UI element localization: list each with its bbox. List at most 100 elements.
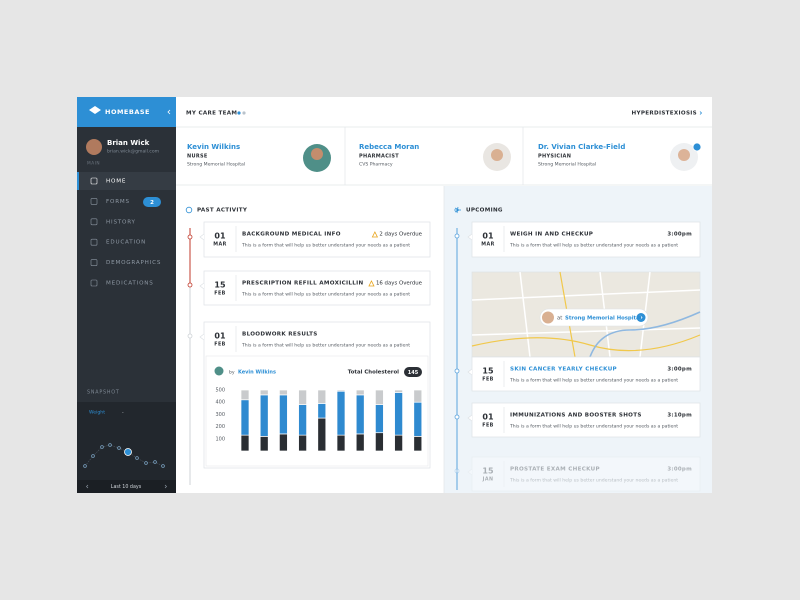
bar-segment: [336, 390, 346, 436]
metric-value: 145: [408, 370, 419, 376]
bar-segment: [375, 404, 384, 434]
condition[interactable]: HYPERDISTEXIOSIS: [632, 111, 697, 117]
card: [471, 221, 701, 258]
member-name[interactable]: Kevin Wilkins: [187, 143, 240, 151]
condition-chevron[interactable]: [699, 111, 703, 115]
snapshot-pager[interactable]: [86, 484, 167, 489]
card-time: 3:00pm: [667, 367, 692, 373]
bar-segment: [298, 404, 307, 436]
y-tick-label: 300: [215, 412, 225, 418]
brand: HOMEBASE: [105, 108, 150, 116]
bar-segment: [298, 389, 307, 405]
card: [471, 402, 701, 438]
nav-item[interactable]: MEDICATIONS: [106, 281, 154, 287]
nav-section: MAIN: [87, 161, 100, 167]
card-pointer: [199, 333, 205, 341]
date-month: MAR: [481, 242, 494, 248]
card-time: 3:00pm: [667, 467, 692, 473]
card-description: This is a form that will help us better …: [241, 243, 410, 249]
card-time: 3:10pm: [667, 413, 692, 419]
date-day: 01: [482, 413, 494, 422]
timeline-node: [454, 368, 460, 374]
pager-dot[interactable]: [242, 111, 246, 115]
map[interactable]: [471, 271, 701, 358]
date-day: 01: [214, 232, 226, 241]
user-avatar[interactable]: [86, 139, 102, 155]
notification-dot: [692, 142, 702, 152]
upcoming-title: UPCOMING: [466, 208, 503, 214]
bar-segment: [259, 389, 269, 396]
bar-segment: [298, 434, 307, 452]
nav-icon: [90, 238, 98, 246]
card-pointer: [199, 282, 205, 290]
member-name[interactable]: Rebecca Moran: [359, 143, 419, 151]
card-title: PRESCRIPTION REFILL AMOXICILLIN: [242, 281, 363, 287]
snapshot-title: SNAPSHOT: [87, 390, 120, 396]
map-label-place[interactable]: Strong Memorial Hospital: [565, 316, 642, 322]
member-name[interactable]: Dr. Vivian Clarke-Field: [538, 143, 625, 151]
card-pointer: [467, 368, 473, 376]
map-label-prefix: at: [557, 316, 562, 322]
timeline-node: [454, 468, 460, 474]
bar-segment: [259, 394, 269, 437]
nav-item[interactable]: HOME: [106, 179, 126, 185]
date-month: FEB: [214, 291, 225, 297]
date-day: 15: [214, 281, 226, 290]
bar-segment: [413, 436, 423, 452]
card-pointer: [199, 233, 205, 241]
nav-item[interactable]: EDUCATION: [106, 240, 146, 246]
author-name[interactable]: Kevin Wilkins: [238, 370, 276, 376]
timeline-node: [454, 233, 460, 239]
nav-icon: [90, 198, 98, 205]
collapse-button[interactable]: [167, 109, 171, 115]
member-org: Strong Memorial Hospital: [187, 162, 245, 168]
avatar-face: [491, 149, 503, 161]
forms-badge: [143, 197, 161, 207]
card: [203, 221, 431, 258]
member-role: PHYSICIAN: [538, 154, 571, 160]
member-role: NURSE: [187, 154, 208, 160]
member-org: CVS Pharmacy: [359, 162, 393, 168]
author-avatar: [214, 366, 224, 376]
nav-item[interactable]: HISTORY: [106, 219, 136, 225]
avatar-face: [678, 149, 690, 161]
card-description: This is a form that will help us better …: [509, 378, 678, 384]
card-title: SKIN CANCER YEARLY CHECKUP: [510, 367, 617, 373]
pager-dot[interactable]: [237, 111, 241, 115]
snapshot-selected[interactable]: [124, 448, 132, 456]
warning-icon: [368, 280, 375, 287]
date-day: 01: [482, 232, 494, 241]
nav: HOME FORMS HISTORY EDUCATION DEMOGRAPHICS MED…: [90, 177, 161, 287]
nav-item[interactable]: FORMS: [106, 199, 130, 205]
bar-segment: [240, 434, 250, 452]
clock-icon: [185, 206, 193, 214]
card-time: 3:00pm: [667, 232, 692, 238]
snapshot-value: -: [122, 411, 124, 416]
snapshot-points: [83, 443, 165, 468]
date-day: 15: [482, 467, 494, 476]
forms-badge-count: 2: [150, 200, 154, 206]
date-day: 01: [214, 332, 226, 341]
header-title: MY CARE TEAM: [186, 111, 237, 117]
card-title: BACKGROUND MEDICAL INFO: [242, 232, 341, 238]
y-tick-label: 200: [215, 424, 225, 430]
y-tick-label: 500: [215, 388, 225, 394]
user-name: Brian Wick: [107, 139, 150, 147]
card-description: This is a form that will help us better …: [241, 292, 410, 298]
card-title: WEIGH IN AND CHECKUP: [510, 232, 593, 238]
card: [471, 356, 701, 392]
nav-item[interactable]: DEMOGRAPHICS: [106, 260, 161, 266]
timeline-node: [187, 333, 193, 339]
avatar-face: [311, 148, 323, 160]
timeline-node: [454, 414, 460, 420]
bar-segment: [279, 433, 288, 452]
